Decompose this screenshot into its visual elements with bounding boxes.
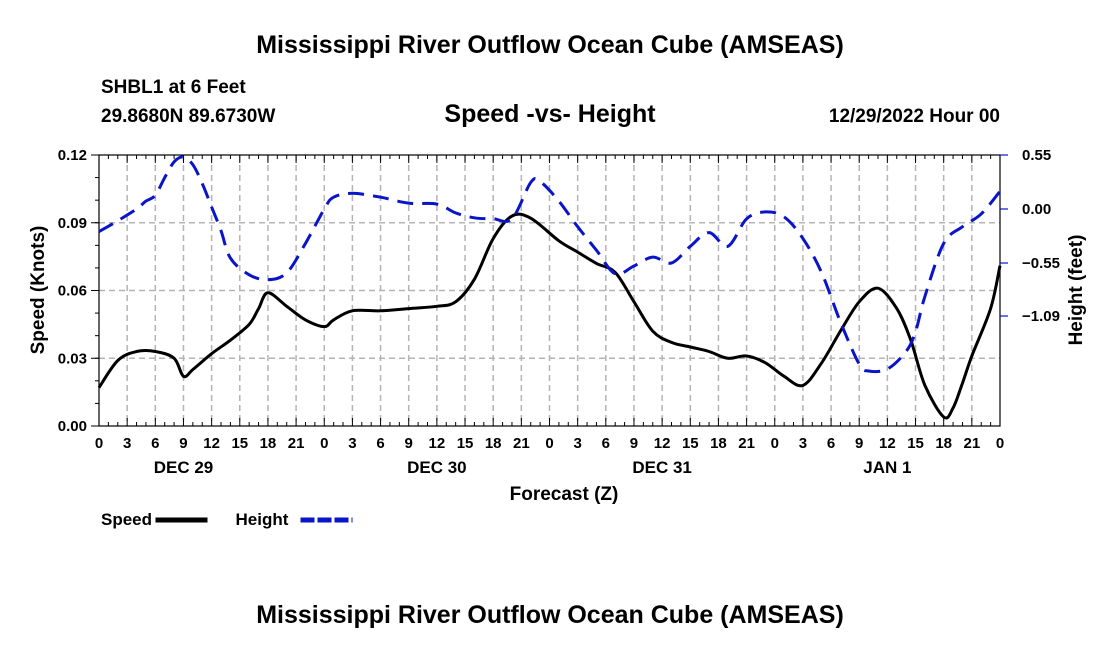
x-tick-label: 9 xyxy=(179,435,187,452)
station-label: SHBL1 at 6 Feet xyxy=(101,77,246,98)
x-tick-label: 0 xyxy=(771,435,779,452)
x-tick-label: 15 xyxy=(682,435,699,452)
day-label: JAN 1 xyxy=(863,458,911,477)
x-tick-label: 9 xyxy=(855,435,863,452)
x-tick-label: 12 xyxy=(429,435,446,452)
y-axis-label-left: Speed (Knots) xyxy=(28,226,49,355)
y-tick-label-left: 0.00 xyxy=(58,418,87,435)
x-tick-label: 18 xyxy=(935,435,952,452)
series-line-height xyxy=(98,155,1002,374)
x-tick-label: 12 xyxy=(879,435,896,452)
x-tick-label: 18 xyxy=(710,435,727,452)
x-tick-label: 21 xyxy=(288,435,305,452)
x-axis-label: Forecast (Z) xyxy=(510,484,619,505)
series-group xyxy=(97,155,1002,420)
x-tick-label: 0 xyxy=(95,435,103,452)
grid xyxy=(99,155,1000,426)
y-tick-label-right: 0.00 xyxy=(1022,201,1051,218)
station-coords: 29.8680N 89.6730W xyxy=(101,106,276,127)
bottom-title: Mississippi River Outflow Ocean Cube (AM… xyxy=(256,601,844,629)
day-label: DEC 31 xyxy=(632,458,692,477)
x-tick-label: 0 xyxy=(320,435,328,452)
x-tick-label: 18 xyxy=(260,435,277,452)
legend-label-height: Height xyxy=(236,510,289,529)
x-tick-label: 3 xyxy=(799,435,807,452)
axis-ticks: 0 3 6 9 12 15 18 21 0 3 6 9 12 15 18 21 0 3 6 9 12 15 18 21 0 3 6 9… xyxy=(58,147,1060,477)
y-tick-label-left: 0.09 xyxy=(58,215,87,232)
x-tick-label: 3 xyxy=(348,435,356,452)
x-tick-label: 6 xyxy=(376,435,384,452)
x-tick-label: 12 xyxy=(203,435,220,452)
x-tick-label: 6 xyxy=(602,435,610,452)
x-tick-label: 18 xyxy=(485,435,502,452)
x-tick-label: 0 xyxy=(545,435,553,452)
day-label: DEC 30 xyxy=(407,458,467,477)
y-tick-label-left: 0.03 xyxy=(58,350,87,367)
day-label: DEC 29 xyxy=(154,458,214,477)
forecast-datetime: 12/29/2022 Hour 00 xyxy=(828,106,1000,127)
legend: Speed Height xyxy=(101,510,353,529)
x-tick-label: 12 xyxy=(654,435,671,452)
chart-subtitle: Speed -vs- Height xyxy=(444,100,656,128)
x-tick-label: 9 xyxy=(630,435,638,452)
x-tick-label: 6 xyxy=(151,435,159,452)
x-tick-label: 9 xyxy=(405,435,413,452)
y-tick-label-right: 0.55 xyxy=(1022,147,1051,164)
x-tick-label: 6 xyxy=(827,435,835,452)
x-tick-label: 0 xyxy=(996,435,1004,452)
legend-label-speed: Speed xyxy=(101,510,152,529)
y-tick-label-right: −0.55 xyxy=(1022,255,1060,272)
x-tick-label: 21 xyxy=(964,435,981,452)
x-tick-label: 3 xyxy=(573,435,581,452)
y-tick-label-left: 0.12 xyxy=(58,147,87,164)
x-tick-label: 15 xyxy=(907,435,924,452)
x-tick-label: 3 xyxy=(123,435,131,452)
series-line-speed xyxy=(97,212,1002,420)
x-tick-label: 21 xyxy=(738,435,755,452)
y-tick-label-left: 0.06 xyxy=(58,283,87,300)
chart-title: Mississippi River Outflow Ocean Cube (AM… xyxy=(256,31,844,59)
x-tick-label: 15 xyxy=(231,435,248,452)
x-tick-label: 21 xyxy=(513,435,530,452)
y-axis-label-right: Height (feet) xyxy=(1066,235,1087,346)
y-tick-label-right: −1.09 xyxy=(1022,308,1060,325)
x-tick-label: 15 xyxy=(457,435,474,452)
